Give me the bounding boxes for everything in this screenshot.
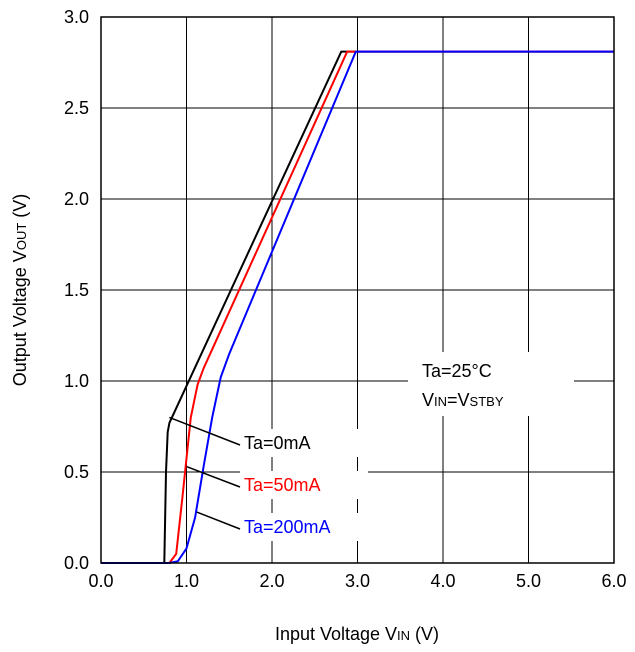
x-tick-label: 1.0	[174, 571, 199, 591]
note-background	[408, 352, 574, 416]
y-tick-label: 0.5	[64, 462, 89, 482]
label-background	[240, 513, 368, 541]
series-label: Ta=50mA	[244, 475, 321, 495]
series-line	[101, 50, 614, 564]
x-tick-label: 3.0	[345, 571, 370, 591]
x-tick-label: 5.0	[516, 571, 541, 591]
y-tick-label: 3.0	[64, 7, 89, 27]
plot-frame	[100, 16, 615, 564]
y-tick-label: 2.5	[64, 98, 89, 118]
label-background	[240, 471, 368, 499]
temperature-note: Ta=25°C	[422, 361, 492, 381]
x-tick-label: 6.0	[601, 571, 626, 591]
series-line	[101, 50, 614, 564]
x-tick-label: 4.0	[430, 571, 455, 591]
x-tick-label: 0.0	[88, 571, 113, 591]
condition-note: VIN=VSTBY	[422, 390, 504, 410]
y-tick-label: 1.5	[64, 280, 89, 300]
y-tick-label: 2.0	[64, 189, 89, 209]
x-axis-title: Input Voltage VIN (V)	[275, 624, 439, 644]
annotation-overlays: Ta=0mA Ta=50mA Ta=200mA	[169, 352, 574, 541]
y-axis-title: Output Voltage VOUT (V)	[10, 194, 30, 387]
x-tick-label: 2.0	[259, 571, 284, 591]
tick-labels: 0.0 1.0 2.0 3.0 4.0 5.0 6.0 0.0 0.5 1.0 1.5 2.0 2.5 3…	[64, 7, 627, 591]
leader-line	[169, 416, 241, 446]
series-label: Ta=200mA	[244, 517, 331, 537]
label-background	[240, 429, 368, 457]
y-tick-label: 1.0	[64, 371, 89, 391]
leader-line	[196, 511, 241, 530]
leader-line	[186, 465, 241, 488]
y-tick-label: 0.0	[64, 553, 89, 573]
series-label: Ta=0mA	[244, 433, 311, 453]
